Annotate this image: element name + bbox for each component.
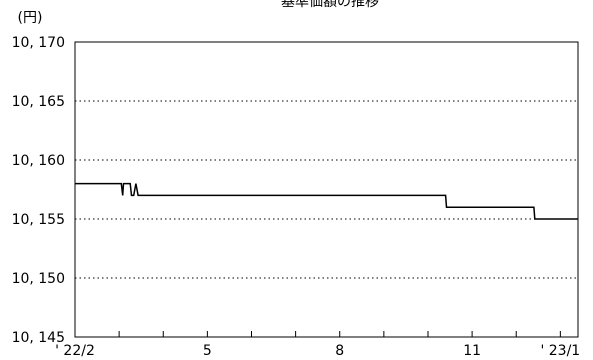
x-tick-label: 11 xyxy=(463,343,481,359)
series-layer xyxy=(75,182,578,220)
grid-lines xyxy=(75,100,578,279)
x-tick-label: 5 xyxy=(203,343,212,359)
x-axis-ticks: ' 22/2 5 8 11 ' 23/1 xyxy=(55,331,580,359)
x-tick-label: ' 22/2 xyxy=(55,343,95,359)
y-axis-unit-label: (円) xyxy=(18,10,43,26)
series-line xyxy=(75,182,578,220)
x-tick-label: ' 23/1 xyxy=(540,343,580,359)
chart-title: 基準価額の推移 xyxy=(281,0,379,10)
y-tick-label: 10, 150 xyxy=(12,271,65,287)
y-axis-ticks: 10, 145 10, 150 10, 155 10, 160 10, 165 10, 1… xyxy=(12,35,65,346)
y-tick-label: 10, 155 xyxy=(12,212,65,228)
y-tick-label: 10, 160 xyxy=(12,153,65,169)
x-tick-label: 8 xyxy=(335,343,344,359)
y-tick-label: 10, 165 xyxy=(12,94,65,110)
y-tick-label: 10, 145 xyxy=(12,330,65,346)
plot-area-frame xyxy=(74,41,579,338)
y-tick-label: 10, 170 xyxy=(12,35,65,51)
